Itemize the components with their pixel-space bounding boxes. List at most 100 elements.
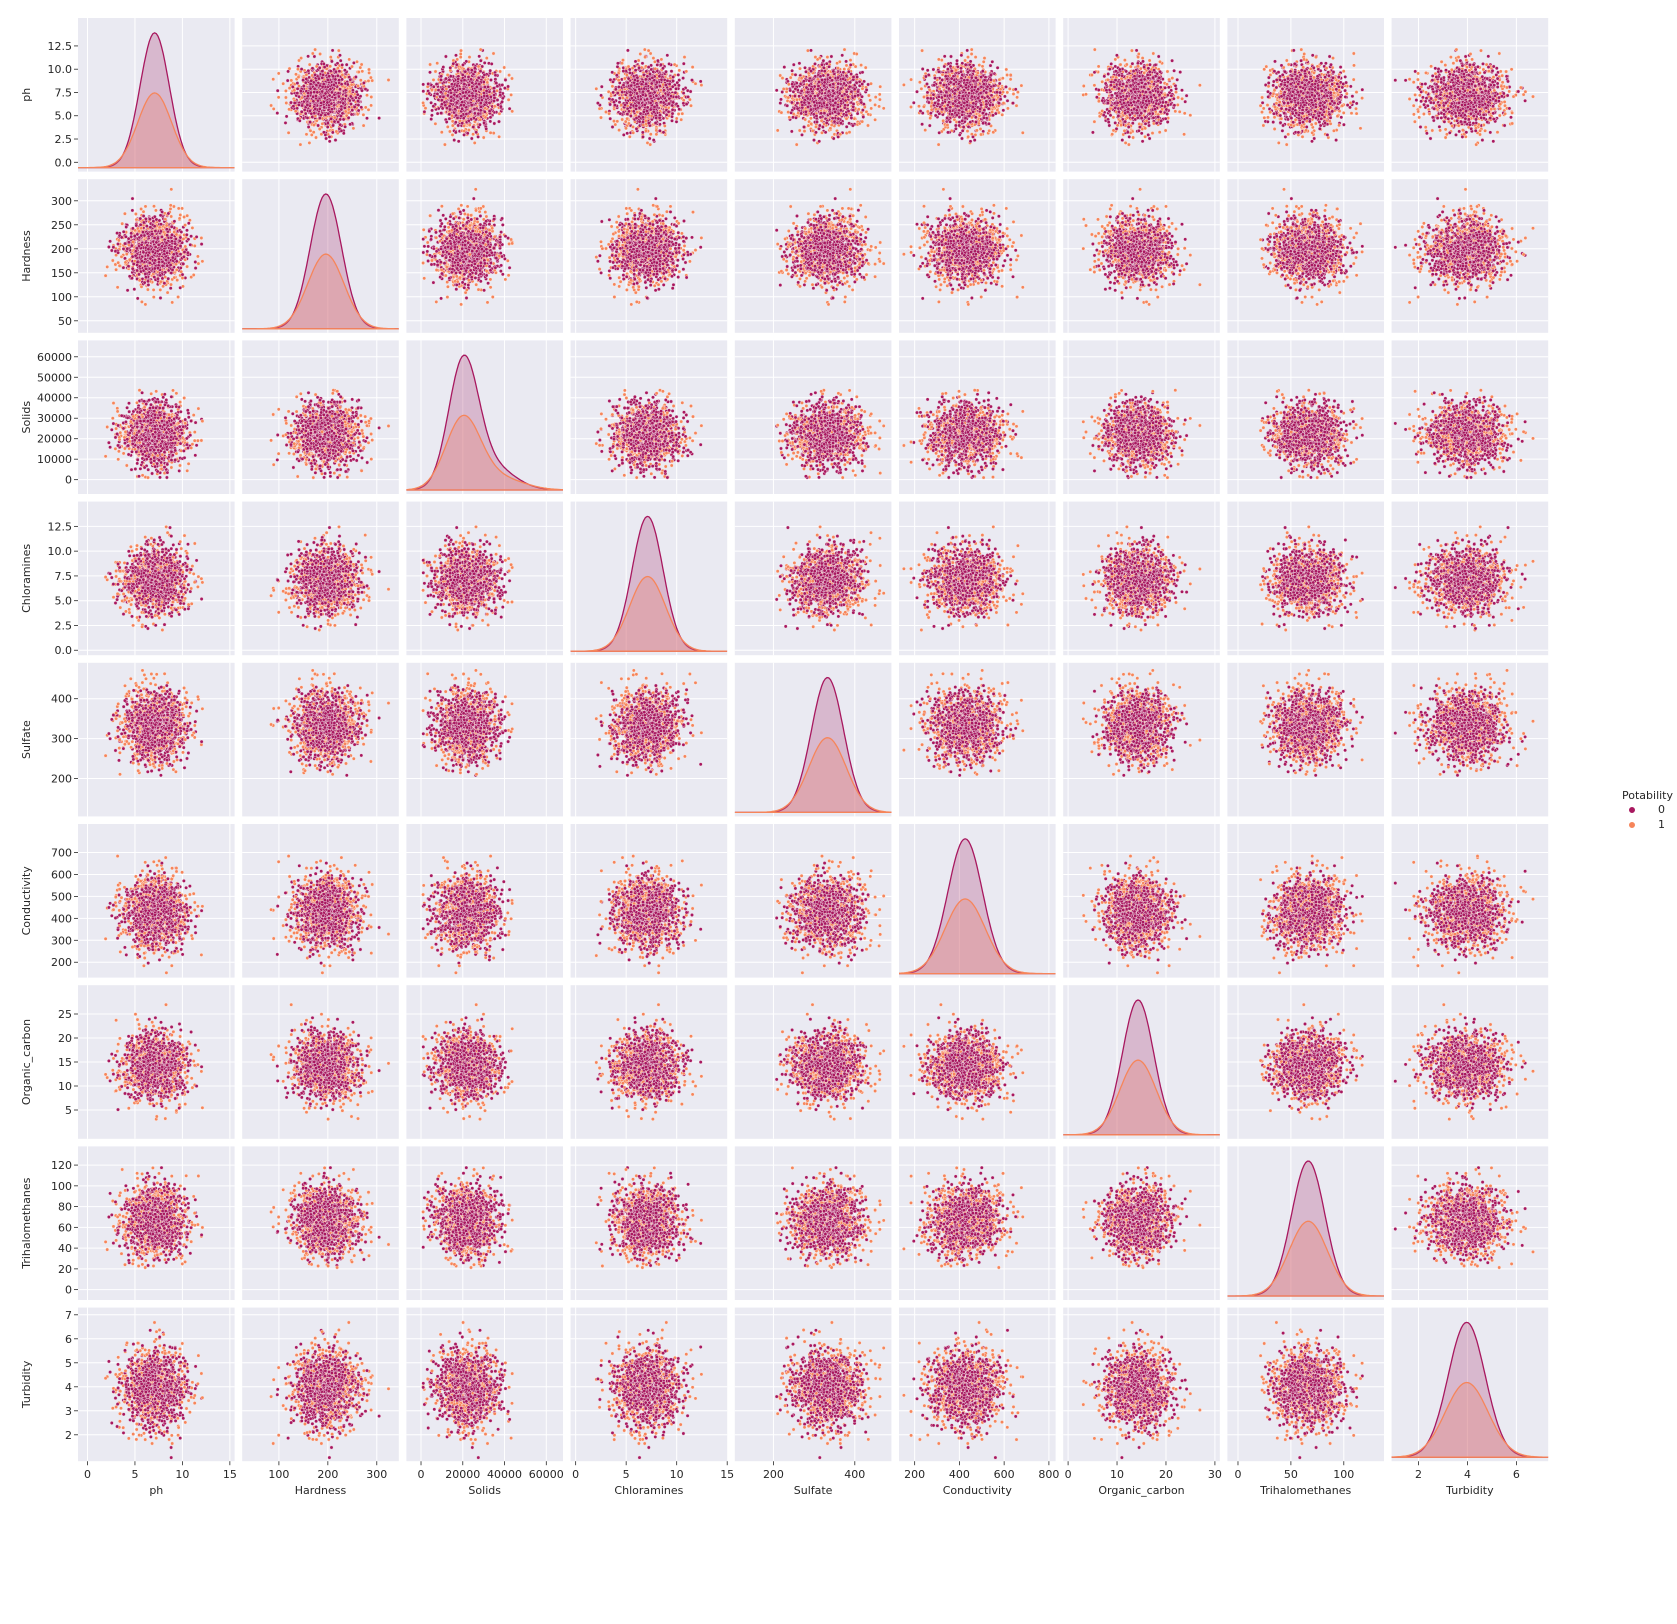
scatter-point-class-1 — [873, 118, 876, 121]
scatter-point-class-0 — [667, 93, 670, 96]
scatter-point-class-0 — [599, 94, 602, 97]
scatter-point-class-0 — [677, 73, 680, 76]
scatter-point-class-0 — [310, 79, 313, 82]
scatter-point-class-0 — [306, 55, 309, 58]
scatter-point-class-0 — [622, 69, 625, 72]
scatter-point-class-0 — [488, 101, 491, 104]
scatter-point-class-0 — [291, 85, 294, 88]
scatter-point-class-0 — [350, 113, 353, 116]
scatter-point-class-1 — [689, 104, 692, 107]
scatter-point-class-0 — [445, 120, 448, 123]
scatter-point-class-0 — [483, 61, 486, 64]
scatter-point-class-1 — [507, 73, 510, 76]
scatter-point-class-0 — [466, 132, 469, 135]
scatter-point-class-1 — [628, 135, 631, 138]
scatter-point-class-1 — [284, 89, 287, 92]
scatter-point-class-1 — [691, 65, 694, 68]
scatter-point-class-0 — [336, 74, 339, 77]
scatter-point-class-1 — [357, 70, 360, 73]
scatter-point-class-0 — [635, 92, 638, 95]
scatter-point-class-0 — [470, 137, 473, 140]
scatter-point-class-0 — [503, 86, 506, 89]
scatter-point-class-1 — [677, 112, 680, 115]
scatter-point-class-1 — [663, 124, 666, 127]
scatter-point-class-1 — [369, 104, 372, 107]
scatter-point-class-0 — [471, 81, 474, 84]
scatter-point-class-1 — [631, 125, 634, 128]
scatter-point-class-1 — [297, 59, 300, 62]
scatter-point-class-0 — [322, 82, 325, 85]
scatter-point-class-0 — [286, 79, 289, 82]
scatter-point-class-0 — [492, 99, 495, 102]
scatter-point-class-1 — [694, 82, 697, 85]
scatter-point-class-1 — [644, 129, 647, 132]
scatter-point-class-0 — [656, 63, 659, 66]
scatter-point-class-0 — [641, 62, 644, 65]
scatter-point-class-0 — [331, 131, 334, 134]
scatter-point-class-0 — [660, 78, 663, 81]
scatter-point-class-0 — [664, 83, 667, 86]
scatter-point-class-1 — [459, 55, 462, 58]
scatter-point-class-0 — [655, 81, 658, 84]
scatter-point-class-0 — [377, 116, 380, 119]
scatter-point-class-0 — [322, 131, 325, 134]
scatter-point-class-0 — [629, 114, 632, 117]
scatter-point-class-0 — [460, 103, 463, 106]
scatter-point-class-0 — [666, 79, 669, 82]
scatter-point-class-0 — [448, 117, 451, 120]
scatter-point-class-1 — [845, 64, 848, 67]
scatter-point-class-0 — [351, 109, 354, 112]
scatter-point-class-0 — [452, 62, 455, 65]
scatter-point-class-0 — [461, 73, 464, 76]
scatter-point-class-1 — [649, 133, 652, 136]
panel-ph-vs-ph — [78, 18, 235, 172]
scatter-point-class-1 — [359, 79, 362, 82]
scatter-point-class-0 — [311, 67, 314, 70]
scatter-point-class-0 — [301, 78, 304, 81]
scatter-point-class-1 — [305, 133, 308, 136]
scatter-point-class-1 — [362, 113, 365, 116]
scatter-point-class-1 — [277, 96, 280, 99]
scatter-point-class-1 — [446, 73, 449, 76]
scatter-point-class-0 — [792, 63, 795, 66]
scatter-point-class-0 — [331, 124, 334, 127]
scatter-point-class-1 — [492, 131, 495, 134]
scatter-point-class-1 — [675, 117, 678, 120]
scatter-point-class-0 — [296, 87, 299, 90]
scatter-point-class-0 — [328, 75, 331, 78]
scatter-point-class-0 — [456, 116, 459, 119]
scatter-point-class-0 — [634, 89, 637, 92]
scatter-point-class-1 — [482, 136, 485, 139]
scatter-point-class-0 — [300, 110, 303, 113]
scatter-point-class-0 — [430, 114, 433, 117]
scatter-point-class-0 — [686, 95, 689, 98]
scatter-point-class-0 — [318, 66, 321, 69]
scatter-point-class-1 — [296, 67, 299, 70]
scatter-point-class-1 — [599, 116, 602, 119]
scatter-point-class-1 — [507, 98, 510, 101]
scatter-point-class-0 — [645, 82, 648, 85]
scatter-point-class-1 — [680, 118, 683, 121]
scatter-point-class-0 — [682, 88, 685, 91]
scatter-point-class-0 — [689, 90, 692, 93]
scatter-point-class-0 — [467, 68, 470, 71]
scatter-point-class-1 — [367, 71, 370, 74]
scatter-point-class-0 — [626, 132, 629, 135]
scatter-point-class-0 — [457, 124, 460, 127]
scatter-point-class-0 — [461, 122, 464, 125]
scatter-point-class-1 — [350, 65, 353, 68]
scatter-point-class-1 — [624, 120, 627, 123]
scatter-point-class-0 — [494, 74, 497, 77]
scatter-point-class-0 — [473, 70, 476, 73]
scatter-point-class-0 — [637, 101, 640, 104]
scatter-point-class-0 — [647, 65, 650, 68]
scatter-point-class-1 — [681, 112, 684, 115]
scatter-point-class-0 — [442, 95, 445, 98]
scatter-point-class-0 — [336, 62, 339, 65]
scatter-point-class-0 — [644, 78, 647, 81]
scatter-point-class-0 — [665, 113, 668, 116]
scatter-point-class-0 — [489, 95, 492, 98]
scatter-point-class-0 — [674, 91, 677, 94]
scatter-point-class-0 — [308, 109, 311, 112]
scatter-point-class-1 — [312, 131, 315, 134]
